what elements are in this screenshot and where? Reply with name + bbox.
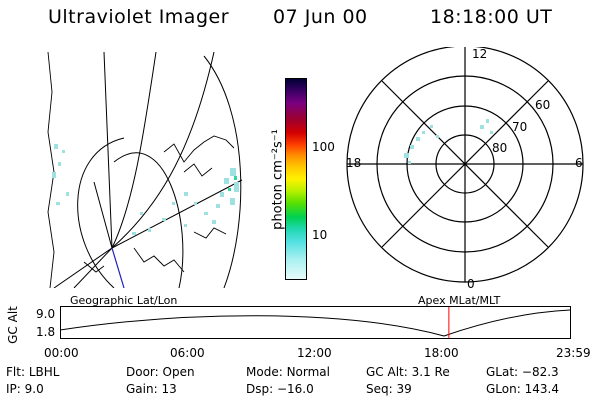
mlt-label-0: 0 <box>467 277 475 291</box>
status-ip: IP: 9.0 <box>6 382 44 396</box>
polar-plot <box>346 47 584 283</box>
orbit-xtick-1800: 18:00 <box>424 346 459 360</box>
status-gc-alt: GC Alt: 3.1 Re <box>366 365 450 379</box>
orbit-altitude-plot <box>60 306 571 339</box>
polar-panel-label: Apex MLat/MLT <box>418 294 501 307</box>
time-label: 18:18:00 UT <box>430 6 553 28</box>
status-gain: Gain: 13 <box>126 382 177 396</box>
mlt-label-6: 6 <box>575 156 583 170</box>
earth-limb <box>203 55 242 288</box>
status-glat: GLat: −82.3 <box>486 365 559 379</box>
status-door-value: Open <box>162 365 195 379</box>
latitude-line <box>113 152 184 288</box>
coastline <box>83 261 105 273</box>
status-dsp-value: −16.0 <box>276 382 314 396</box>
status-glat-value: −82.3 <box>521 365 559 379</box>
meridian-line <box>103 52 113 249</box>
orbit-xtick-1200: 12:00 <box>297 346 332 360</box>
date-label: 07 Jun 00 <box>273 6 368 28</box>
meridian-line <box>111 52 215 249</box>
status-gc-alt-value: 3.1 Re <box>411 365 450 379</box>
status-filter-value: LBHL <box>28 365 60 379</box>
meridian-line <box>73 247 113 288</box>
mlt-label-18: 18 <box>346 156 362 170</box>
orbit-xtick-2359: 23:59 <box>556 346 591 360</box>
meridian-line <box>111 52 157 249</box>
status-mode: Mode: Normal <box>246 365 330 379</box>
meridian-line <box>111 179 243 249</box>
status-seq: Seq: 39 <box>366 382 412 396</box>
status-seq-value: 39 <box>396 382 412 396</box>
lat-label-80: 80 <box>492 141 508 155</box>
mlt-line-diag <box>381 80 549 248</box>
geographic-map <box>47 52 243 288</box>
auroral-emission <box>52 144 239 235</box>
terminator-line <box>111 247 125 288</box>
coastline <box>183 163 213 177</box>
status-gain-value: 13 <box>161 382 177 396</box>
orbit-ytick-high: 9.0 <box>36 307 56 321</box>
lat-label-60: 60 <box>535 98 551 112</box>
status-door: Door: Open <box>126 365 195 379</box>
coastline <box>193 227 227 239</box>
status-mode-value: Normal <box>286 365 330 379</box>
coastline <box>133 247 185 273</box>
meridian-line <box>53 247 113 288</box>
orbit-altitude-curve <box>60 309 571 337</box>
orbit-plot-frame <box>60 306 571 339</box>
status-glon: GLon: 143.4 <box>486 382 559 396</box>
colorbar-tick-100: 100 <box>312 140 335 154</box>
geographic-panel-label: Geographic Lat/Lon <box>70 294 178 307</box>
colorbar <box>285 78 307 280</box>
orbit-ytick-low: 1.8 <box>36 325 56 339</box>
orbit-xtick-0000: 00:00 <box>44 346 79 360</box>
latitude-line <box>77 137 125 288</box>
orbit-ylabel: GC Alt <box>5 306 20 344</box>
meridian-line <box>93 181 113 249</box>
status-glon-value: 143.4 <box>524 382 559 396</box>
colorbar-unit-label: photon cm⁻²s⁻¹ <box>270 129 286 230</box>
status-dsp: Dsp: −16.0 <box>246 382 314 396</box>
coastline <box>163 135 235 163</box>
status-filter: Flt: LBHL <box>6 365 60 379</box>
mlt-label-12: 12 <box>472 47 488 61</box>
colorbar-tick-10: 10 <box>312 228 328 242</box>
orbit-xtick-0600: 06:00 <box>170 346 205 360</box>
polar-emission <box>404 119 493 164</box>
coastline <box>47 52 55 288</box>
instrument-title: Ultraviolet Imager <box>48 6 230 28</box>
status-ip-value: 9.0 <box>24 382 44 396</box>
lat-label-70: 70 <box>512 120 528 134</box>
